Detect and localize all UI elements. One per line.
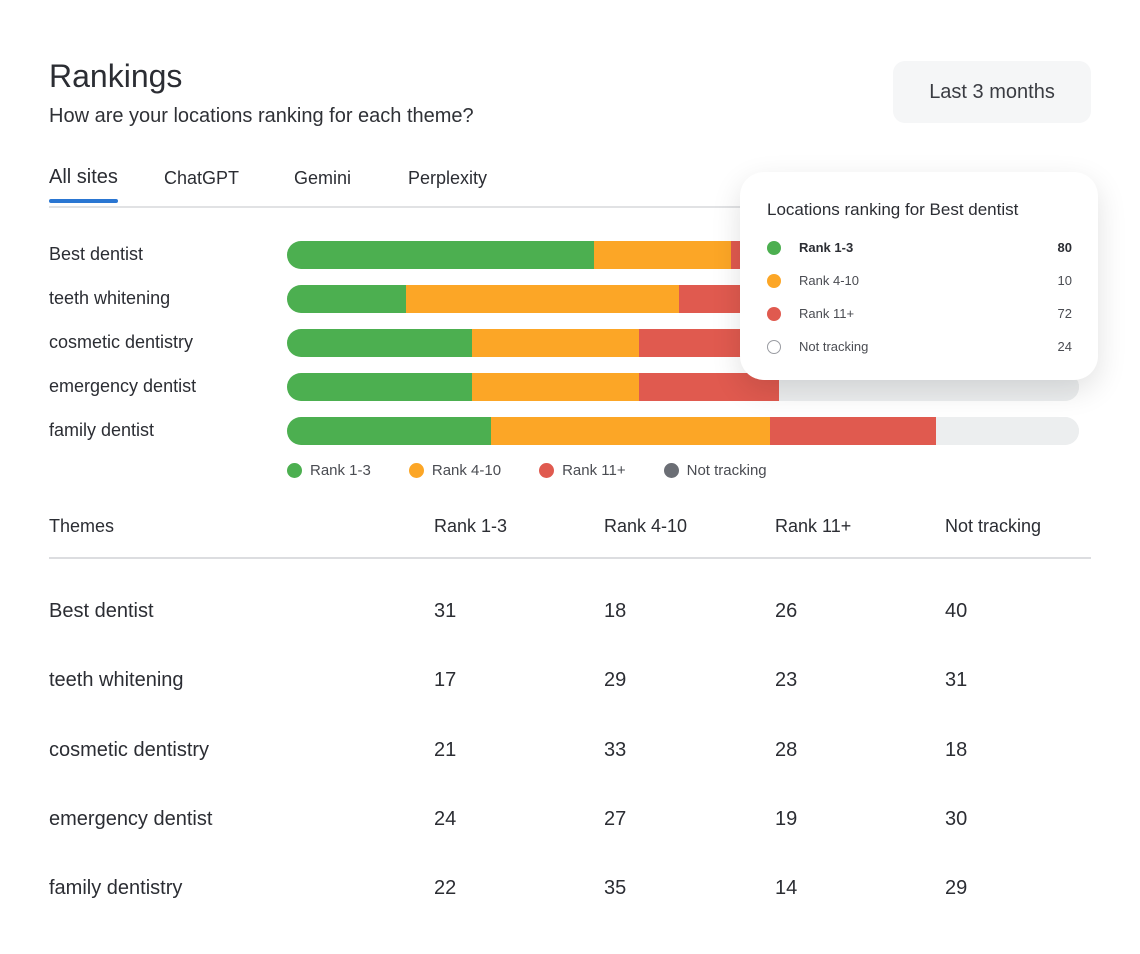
legend-dot — [663, 463, 679, 478]
rank-count: 29 — [604, 669, 627, 692]
theme-name: family dentistry — [49, 877, 183, 900]
bar-segment-rank-1-3[interactable] — [287, 241, 595, 269]
rank-dot — [767, 306, 781, 321]
rank-count: 30 — [945, 807, 968, 830]
rank-dot — [767, 240, 781, 255]
tooltip-row: Rank 4-10 10 — [767, 273, 1072, 288]
legend-item: Not tracking — [663, 462, 767, 479]
legend-label: Rank 11+ — [562, 462, 626, 479]
bar-label: cosmetic dentistry — [49, 332, 194, 352]
rank-count: 17 — [434, 669, 457, 692]
tooltip-row: Rank 11+ 72 — [767, 306, 1072, 321]
bar-segment-rank-1-3[interactable] — [287, 373, 473, 401]
rank-count: 23 — [775, 669, 798, 692]
legend-label: Rank 4-10 — [431, 462, 502, 479]
tooltip-value: 24 — [1057, 339, 1072, 354]
tooltip-label: Rank 4-10 — [799, 273, 859, 288]
rank-count: 18 — [945, 738, 968, 761]
tooltip-value: 72 — [1057, 306, 1072, 321]
bar-segment-rank-4-10[interactable] — [405, 285, 680, 313]
legend-dot — [408, 463, 424, 478]
tooltip-label: Rank 11+ — [799, 306, 855, 321]
rank-count: 26 — [775, 600, 798, 622]
theme-name: cosmetic dentistry — [49, 738, 210, 761]
rank-count: 31 — [945, 669, 968, 692]
bar-segment-rank-4-10[interactable] — [472, 373, 639, 401]
column-header: Not tracking — [945, 516, 1042, 536]
rank-count: 35 — [604, 877, 627, 900]
legend-dot — [287, 463, 302, 478]
tooltip-label: Rank 1-3 — [799, 240, 854, 255]
rank-count: 28 — [775, 738, 798, 761]
rank-dot — [767, 339, 781, 354]
bar-segment-rank-4-10[interactable] — [472, 329, 639, 357]
legend-label: Not tracking — [686, 462, 767, 479]
page-subtitle: How are your locations ranking for each … — [49, 105, 474, 127]
rank-count: 29 — [945, 877, 968, 900]
bar-segment-rank-4-10[interactable] — [491, 417, 771, 445]
bar-label: family dentist — [49, 420, 155, 440]
bar-label: teeth whitening — [49, 288, 171, 308]
bar-segment-not-tracking[interactable] — [936, 417, 1079, 445]
tooltip-row: Not tracking 24 — [767, 339, 1072, 354]
legend-item: Rank 1-3 — [287, 462, 371, 479]
tab-perplexity[interactable]: Perplexity — [408, 168, 488, 188]
rank-count: 22 — [434, 877, 457, 900]
bar-segment-rank-4-10[interactable] — [594, 241, 732, 269]
rank-count: 18 — [604, 600, 627, 622]
tab-all-sites[interactable]: All sites — [49, 166, 118, 203]
chart-legend: Rank 1-3 Rank 4-10 Rank 11+ Not tracking — [287, 462, 805, 479]
rank-count: 19 — [775, 807, 798, 830]
tab-gemini[interactable]: Gemini — [294, 168, 352, 188]
legend-item: Rank 11+ — [539, 462, 626, 479]
theme-name: Best dentist — [49, 600, 154, 622]
tab-chatgpt[interactable]: ChatGPT — [164, 168, 240, 188]
column-header: Rank 1-3 — [434, 516, 508, 536]
tooltip-row: Rank 1-3 80 — [767, 240, 1072, 255]
tooltip-title: Locations ranking for Best dentist — [767, 200, 1019, 219]
tooltip-label: Not tracking — [799, 339, 869, 354]
bar-label: emergency dentist — [49, 376, 197, 396]
bar-segment-rank-1-3[interactable] — [287, 417, 492, 445]
rank-count: 21 — [434, 738, 457, 761]
ranking-tooltip: Locations ranking for Best dentist Rank … — [740, 172, 1098, 380]
rank-count: 27 — [604, 807, 627, 830]
bar-segment-rank-11-[interactable] — [770, 417, 937, 445]
bar-segment-rank-1-3[interactable] — [287, 329, 473, 357]
bar-track[interactable] — [287, 417, 1079, 445]
bar-label: Best dentist — [49, 244, 144, 264]
legend-dot — [539, 463, 555, 478]
rank-count: 24 — [434, 807, 457, 830]
theme-name: teeth whitening — [49, 669, 184, 692]
header-divider — [49, 557, 1091, 559]
legend-label: Rank 1-3 — [310, 462, 371, 479]
column-header: Rank 4-10 — [604, 516, 688, 536]
tooltip-value: 10 — [1057, 273, 1072, 288]
column-header: Themes — [49, 516, 115, 536]
date-range-button[interactable]: Last 3 months — [893, 61, 1091, 123]
rank-count: 31 — [434, 600, 457, 622]
rank-dot — [767, 273, 781, 288]
tooltip-value: 80 — [1057, 240, 1072, 255]
column-header: Rank 11+ — [775, 516, 852, 536]
bar-segment-rank-1-3[interactable] — [287, 285, 406, 313]
rank-count: 33 — [604, 738, 627, 761]
theme-name: emergency dentist — [49, 807, 213, 830]
rank-count: 14 — [775, 877, 798, 900]
rank-count: 40 — [945, 600, 968, 622]
legend-item: Rank 4-10 — [408, 462, 502, 479]
page-title: Rankings — [49, 58, 183, 94]
source-tabs: All sites ChatGPT Gemini Perplexity — [49, 166, 1091, 208]
